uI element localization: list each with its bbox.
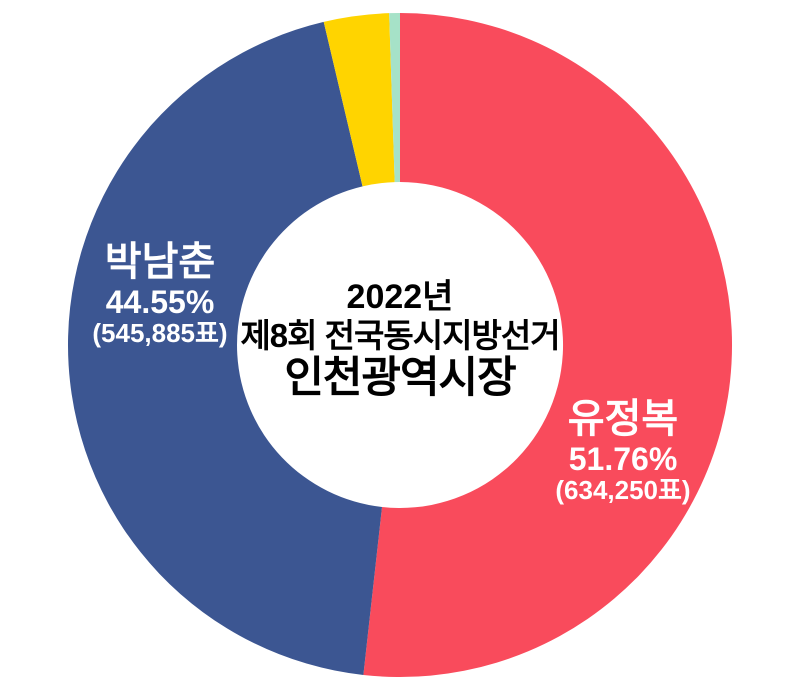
donut-slice-2-박남춘 [67,21,383,675]
donut-slice-1-유정복 [363,13,733,677]
donut-slice-4 [389,13,400,183]
donut-slice-3 [323,13,395,187]
